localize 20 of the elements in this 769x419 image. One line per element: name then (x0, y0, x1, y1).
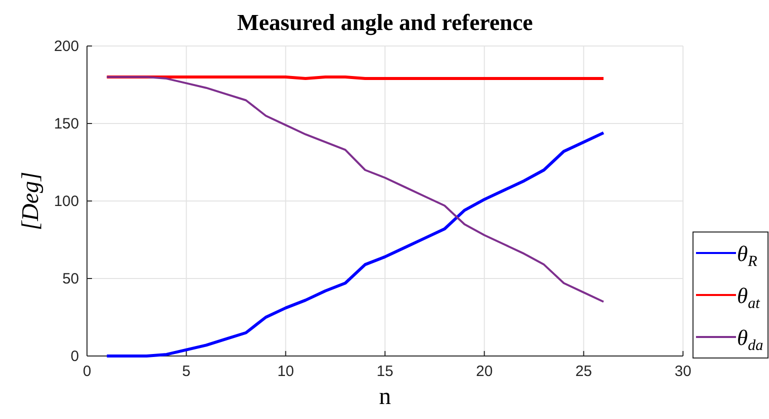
line-series (105, 131, 606, 358)
x-tick-label: 15 (376, 363, 394, 380)
y-axis-title: [Deg] (18, 172, 44, 230)
x-tick-label: 0 (82, 363, 92, 380)
chart-title: Measured angle and reference (237, 10, 533, 36)
legend-label: θ$_{R}$ (737, 241, 758, 270)
x-tick-label: 25 (575, 363, 592, 380)
x-tick-label: 20 (476, 363, 493, 380)
legend-label: θ$_{at}$ (737, 283, 761, 312)
y-tick-label: 200 (54, 38, 79, 55)
x-axis-title: n (379, 384, 391, 410)
y-tick-label: 150 (54, 116, 79, 132)
y-tick-label: 100 (54, 193, 79, 210)
legend-label: θ$_{da}$ (737, 325, 764, 354)
y-tick-label: 50 (62, 270, 79, 288)
x-tick-label: 5 (182, 363, 191, 380)
line-series (106, 76, 605, 303)
y-tick-label: 0 (70, 348, 79, 365)
x-tick-label: 10 (277, 363, 294, 380)
x-tick-label: 30 (674, 363, 692, 380)
